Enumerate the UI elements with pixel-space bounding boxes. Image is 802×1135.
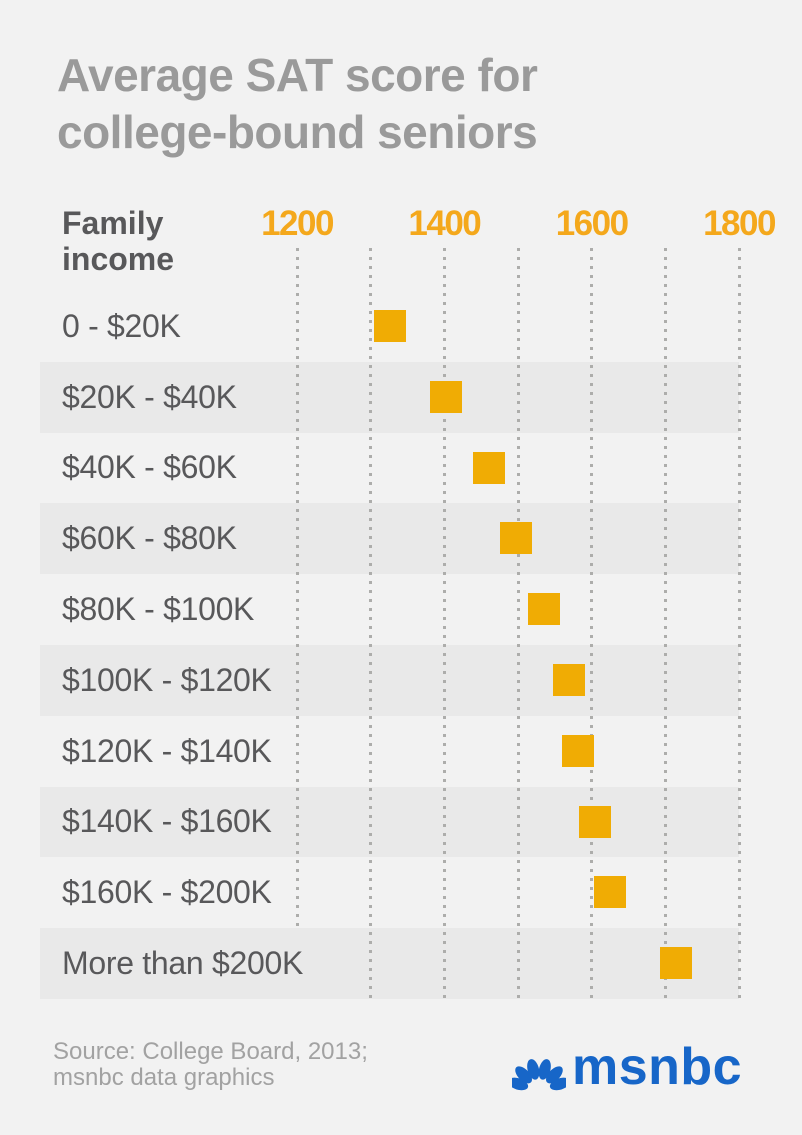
chart-title: Average SAT score for college-bound seni… [57,49,538,158]
gridline-1500 [516,248,520,999]
gridline-1300 [369,248,373,999]
source-line-1: Source: College Board, 2013; [53,1038,368,1065]
row-label: More than $200K [62,945,304,982]
chart-row: $140K - $160K [40,786,739,858]
chart-row: More than $200K [40,928,739,999]
row-label: $80K - $100K [62,591,255,628]
data-point [429,380,462,413]
chart-row: $160K - $200K [40,857,739,928]
chart-row: $40K - $60K [40,433,739,504]
chart-row: $60K - $80K [40,503,739,575]
x-axis-tick-label: 1800 [703,204,776,243]
chart-row: $120K - $140K [40,716,739,787]
row-label: 0 - $20K [62,307,181,344]
row-label: $100K - $120K [62,661,272,698]
gridline-1600 [590,248,594,999]
y-axis-header: Family income [62,205,175,277]
gridline-1700 [663,248,667,999]
gridline-1400 [442,248,446,999]
gridline-1200 [295,248,299,928]
data-point [473,451,506,484]
data-point [594,876,627,909]
row-label: $60K - $80K [62,520,237,557]
data-point [659,947,692,980]
row-label: $20K - $40K [62,378,237,415]
data-point [552,664,585,696]
data-point [561,734,594,767]
x-axis-tick-label: 1600 [555,204,629,243]
row-label: $140K - $160K [62,803,272,840]
msnbc-wordmark: msnbc [572,1038,743,1096]
data-point [499,522,532,555]
row-label: $160K - $200K [62,874,272,911]
source-note: Source: College Board, 2013; msnbc data … [53,1039,368,1091]
chart-row: 0 - $20K [40,291,739,362]
source-line-2: msnbc data graphics [53,1064,275,1091]
chart-row: $20K - $40K [40,361,739,433]
peacock-icon [512,1059,566,1091]
row-label: $40K - $60K [62,449,237,486]
data-point [527,593,560,626]
gridline-1800 [737,248,741,999]
chart-row: $100K - $120K [40,645,739,716]
data-point [578,805,611,838]
x-axis-tick-label: 1400 [408,204,481,243]
chart-row: $80K - $100K [40,574,739,645]
data-point [373,310,406,342]
x-axis-tick-label: 1200 [261,204,334,243]
row-label: $120K - $140K [62,732,272,769]
